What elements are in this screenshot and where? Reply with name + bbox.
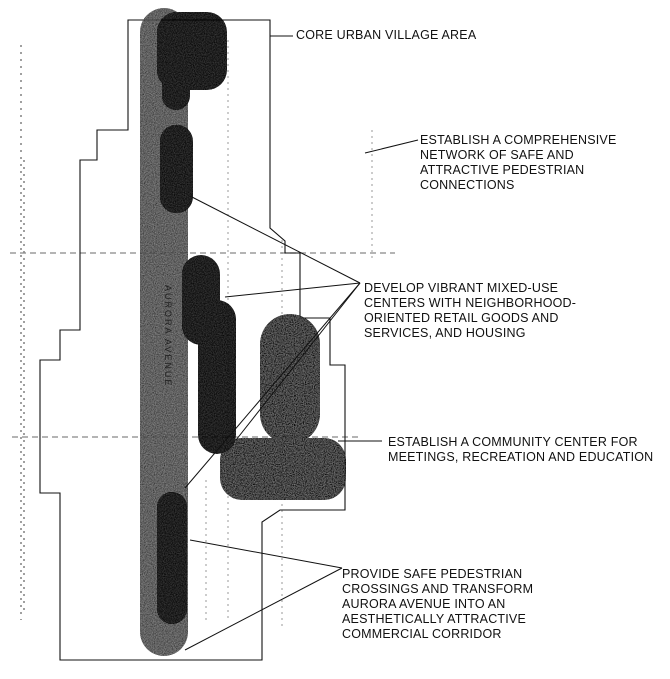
mixed-use-node-top-spine bbox=[162, 60, 190, 110]
mixed-use-line: SERVICES, AND HOUSING bbox=[364, 326, 526, 340]
crossings-line: COMMERCIAL CORRIDOR bbox=[342, 627, 502, 641]
label-community-center: ESTABLISH A COMMUNITY CENTER FOR MEETING… bbox=[388, 435, 653, 465]
left-dashed-edge bbox=[20, 45, 25, 620]
label-pedestrian-crossings: PROVIDE SAFE PEDESTRIAN CROSSINGS AND TR… bbox=[342, 567, 533, 642]
label-core-urban-village: CORE URBAN VILLAGE AREA bbox=[296, 28, 476, 43]
network-line: ESTABLISH A COMPREHENSIVE bbox=[420, 133, 617, 147]
community-line: ESTABLISH A COMMUNITY CENTER FOR bbox=[388, 435, 638, 449]
community-center-node-lower bbox=[220, 438, 346, 500]
road-label: AURORA AVENUE bbox=[163, 285, 173, 387]
mixed-use-node-upper bbox=[160, 125, 193, 213]
core-urban-village-boundary bbox=[39, 19, 346, 661]
crossings-line: CROSSINGS AND TRANSFORM bbox=[342, 582, 534, 596]
label-mixed-use-centers: DEVELOP VIBRANT MIXED-USE CENTERS WITH N… bbox=[364, 281, 576, 341]
community-center-node-upper bbox=[260, 314, 320, 444]
mixed-use-node-middle-spine bbox=[198, 300, 236, 454]
mixed-use-line: DEVELOP VIBRANT MIXED-USE bbox=[364, 281, 559, 295]
mixed-use-line: CENTERS WITH NEIGHBORHOOD- bbox=[364, 296, 577, 310]
mixed-use-line: ORIENTED RETAIL GOODS AND bbox=[364, 311, 559, 325]
network-line: CONNECTIONS bbox=[420, 178, 515, 192]
mixed-use-node-lower bbox=[157, 492, 187, 624]
label-pedestrian-network: ESTABLISH A COMPREHENSIVE NETWORK OF SAF… bbox=[420, 133, 617, 193]
leader-lines bbox=[184, 35, 419, 651]
core-label-text: CORE URBAN VILLAGE AREA bbox=[296, 28, 477, 42]
crossings-line: AESTHETICALLY ATTRACTIVE bbox=[342, 612, 527, 626]
crossings-line: PROVIDE SAFE PEDESTRIAN bbox=[342, 567, 523, 581]
community-line: MEETINGS, RECREATION AND EDUCATION bbox=[388, 450, 654, 464]
crossings-line: AURORA AVENUE INTO AN bbox=[342, 597, 506, 611]
network-line: NETWORK OF SAFE AND bbox=[420, 148, 574, 162]
network-line: ATTRACTIVE PEDESTRIAN bbox=[420, 163, 585, 177]
